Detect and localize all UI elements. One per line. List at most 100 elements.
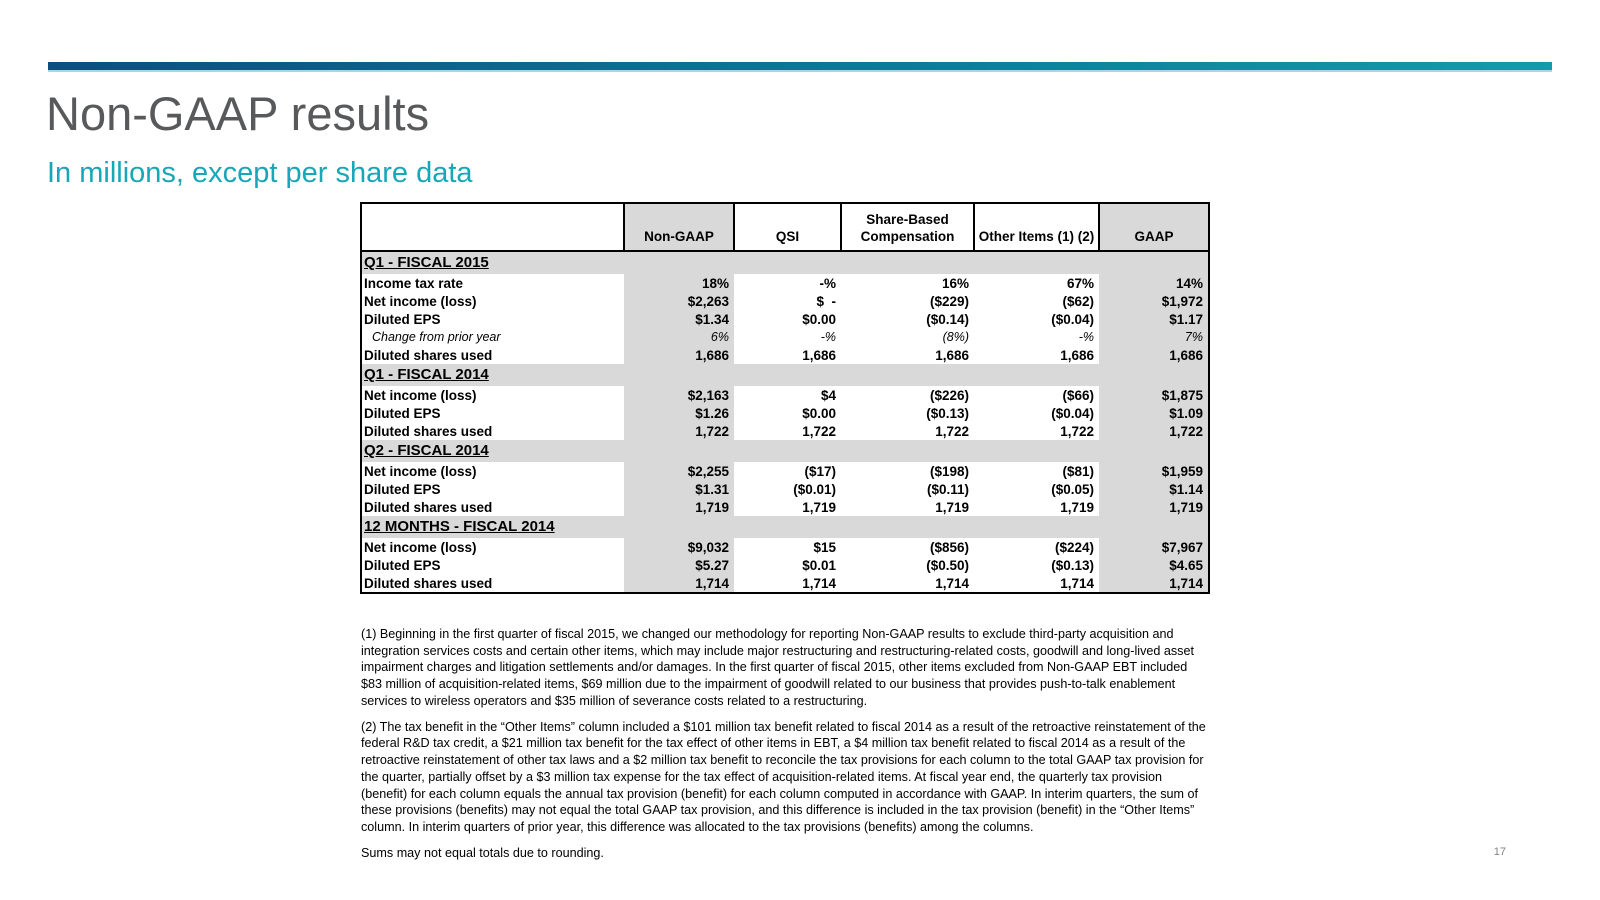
cell-value: -% — [734, 328, 841, 346]
cell-value: ($81) — [974, 462, 1099, 480]
cell-value: ($62) — [974, 292, 1099, 310]
cell-value: ($856) — [841, 538, 974, 556]
table-row: Net income (loss) $2,163 $4 ($226) ($66) $1,8… — [361, 386, 1209, 404]
row-label: Diluted EPS — [361, 404, 624, 422]
table-row: Diluted shares used 1,719 1,719 1,719 1,719 1… — [361, 498, 1209, 516]
top-accent-bar — [48, 62, 1552, 72]
cell-value: 1,719 — [841, 498, 974, 516]
row-label: Net income (loss) — [361, 292, 624, 310]
cell-value: $9,032 — [624, 538, 734, 556]
cell-value: $1.17 — [1099, 310, 1209, 328]
cell-value: ($0.14) — [841, 310, 974, 328]
row-label: Income tax rate — [361, 274, 624, 292]
cell-value: $4.65 — [1099, 556, 1209, 574]
cell-value: (8%) — [841, 328, 974, 346]
cell-value: ($0.01) — [734, 480, 841, 498]
cell-value: 14% — [1099, 274, 1209, 292]
cell-value: 1,686 — [1099, 346, 1209, 364]
cell-value: $1.31 — [624, 480, 734, 498]
section-title: Q1 - FISCAL 2014 — [361, 364, 1209, 386]
column-header — [360, 202, 625, 252]
page-title: Non-GAAP results — [46, 87, 430, 140]
table-row: Diluted shares used 1,714 1,714 1,714 1,714 1… — [361, 574, 1209, 593]
table-row: Diluted EPS $1.26 $0.00 ($0.13) ($0.04) $1.09 — [361, 404, 1209, 422]
cell-value: ($0.13) — [841, 404, 974, 422]
cell-value: $ - — [734, 292, 841, 310]
cell-value: 1,722 — [1099, 422, 1209, 440]
cell-value: 1,714 — [841, 574, 974, 593]
cell-value: 1,722 — [841, 422, 974, 440]
cell-value: $1,875 — [1099, 386, 1209, 404]
table-row: Diluted EPS $1.31 ($0.01) ($0.11) ($0.05) $1.… — [361, 480, 1209, 498]
cell-value: $1,959 — [1099, 462, 1209, 480]
cell-value: -% — [974, 328, 1099, 346]
footnote-rounding: Sums may not equal totals due to roundin… — [361, 845, 604, 860]
cell-value: ($0.05) — [974, 480, 1099, 498]
cell-value: 1,714 — [734, 574, 841, 593]
table-row: Diluted EPS $5.27 $0.01 ($0.50) ($0.13) $4.65 — [361, 556, 1209, 574]
cell-value: $7,967 — [1099, 538, 1209, 556]
column-header: Other Items (1) (2) — [973, 202, 1100, 252]
cell-value: ($0.04) — [974, 404, 1099, 422]
cell-value: 1,722 — [974, 422, 1099, 440]
cell-value: 1,719 — [734, 498, 841, 516]
cell-value: $1.26 — [624, 404, 734, 422]
cell-value: 1,719 — [1099, 498, 1209, 516]
cell-value: 16% — [841, 274, 974, 292]
cell-value: $1,972 — [1099, 292, 1209, 310]
row-label: Diluted EPS — [361, 480, 624, 498]
column-header: GAAP — [1098, 202, 1210, 252]
section-header-row: Q2 - FISCAL 2014 — [361, 440, 1209, 462]
section-header-row: Q1 - FISCAL 2015 — [361, 251, 1209, 274]
cell-value: ($0.50) — [841, 556, 974, 574]
page-subtitle: In millions, except per share data — [47, 157, 473, 189]
column-header: Share-Based Compensation — [840, 202, 975, 252]
row-label: Diluted shares used — [361, 346, 624, 364]
section-title: 12 MONTHS - FISCAL 2014 — [361, 516, 1209, 538]
page-number: 17 — [1493, 846, 1506, 858]
section-title: Q2 - FISCAL 2014 — [361, 440, 1209, 462]
cell-value: ($198) — [841, 462, 974, 480]
cell-value: $0.00 — [734, 310, 841, 328]
cell-value: ($0.13) — [974, 556, 1099, 574]
cell-value: $0.00 — [734, 404, 841, 422]
cell-value: 1,686 — [624, 346, 734, 364]
cell-value: $1.09 — [1099, 404, 1209, 422]
cell-value: $4 — [734, 386, 841, 404]
table-row: Diluted shares used 1,722 1,722 1,722 1,722 1… — [361, 422, 1209, 440]
cell-value: 1,719 — [624, 498, 734, 516]
section-header-row: 12 MONTHS - FISCAL 2014 — [361, 516, 1209, 538]
column-header: Non-GAAP — [623, 202, 735, 252]
cell-value: $15 — [734, 538, 841, 556]
cell-value: ($226) — [841, 386, 974, 404]
row-label: Diluted shares used — [361, 574, 624, 593]
row-label: Diluted shares used — [361, 498, 624, 516]
cell-value: $2,263 — [624, 292, 734, 310]
row-label: Change from prior year — [361, 328, 624, 346]
table-row: Net income (loss) $2,263 $ - ($229) ($62) $1,… — [361, 292, 1209, 310]
cell-value: 1,714 — [1099, 574, 1209, 593]
cell-value: 1,722 — [734, 422, 841, 440]
table-row: Change from prior year 6% -% (8%) -% 7% — [361, 328, 1209, 346]
cell-value: 6% — [624, 328, 734, 346]
cell-value: 1,714 — [624, 574, 734, 593]
row-label: Net income (loss) — [361, 386, 624, 404]
row-label: Net income (loss) — [361, 538, 624, 556]
cell-value: ($0.11) — [841, 480, 974, 498]
cell-value: 1,686 — [841, 346, 974, 364]
section-title: Q1 - FISCAL 2015 — [361, 251, 1209, 274]
cell-value: $0.01 — [734, 556, 841, 574]
footnote-1: (1) Beginning in the first quarter of fi… — [361, 627, 1194, 708]
table-row: Net income (loss) $9,032 $15 ($856) ($224) $7… — [361, 538, 1209, 556]
cell-value: ($224) — [974, 538, 1099, 556]
cell-value: $2,163 — [624, 386, 734, 404]
cell-value: 1,686 — [734, 346, 841, 364]
column-header: QSI — [733, 202, 842, 252]
header-row: Non-GAAP QSI Share-Based Compensation Other… — [360, 202, 1210, 252]
table-row: Diluted shares used 1,686 1,686 1,686 1,686 1… — [361, 346, 1209, 364]
row-label: Diluted EPS — [361, 556, 624, 574]
non-gaap-results-table: Non-GAAP QSI Share-Based Compensation Other… — [360, 202, 1210, 594]
row-label: Diluted shares used — [361, 422, 624, 440]
footnotes: (1) Beginning in the first quarter of fi… — [361, 626, 1207, 871]
cell-value: 18% — [624, 274, 734, 292]
